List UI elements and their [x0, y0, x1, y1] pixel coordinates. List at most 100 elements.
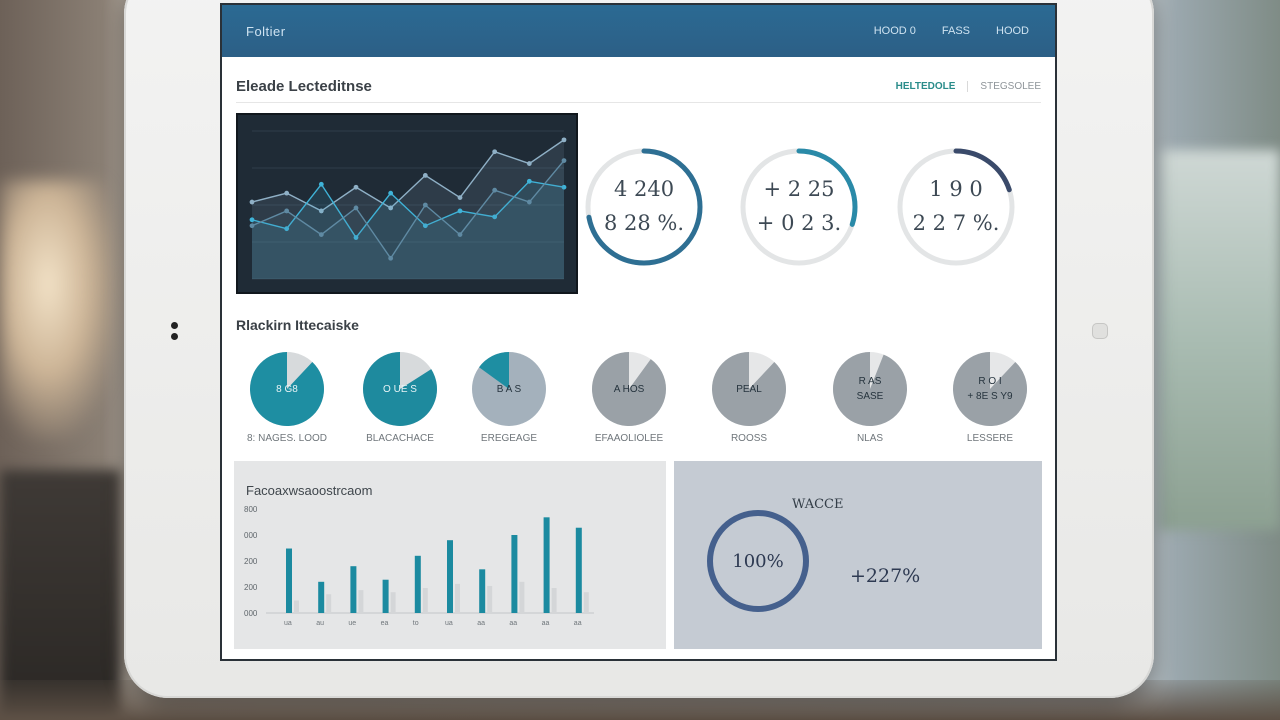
brand-logo[interactable]: Foltier	[246, 23, 286, 39]
breakdown-label-3: EREGEAGE	[480, 433, 538, 444]
line-chart-point	[526, 161, 532, 166]
breakdown-pie-7[interactable]: R O I + 8E S Y9	[950, 349, 1030, 429]
breakdown-pie-value: PEAL	[736, 383, 762, 395]
breakdown-pie-value: R AS	[858, 376, 882, 387]
line-chart-point	[353, 205, 359, 211]
bar-chart-ytick: 000	[244, 531, 258, 540]
bar-chart-bar	[447, 540, 453, 613]
bar-chart-xtick: ue	[348, 620, 356, 627]
tab-active[interactable]: HELTEDOLE	[895, 81, 956, 92]
pie-slice-value	[363, 352, 437, 426]
bar-chart-xtick: aa	[574, 620, 582, 627]
bar-chart-xtick: ua	[284, 620, 292, 627]
line-chart-point	[422, 223, 428, 229]
line-chart-point	[388, 255, 394, 261]
bar-chart-bar	[390, 592, 396, 613]
line-chart-point	[249, 217, 255, 223]
kpi-ring-1-percent: 8 28 %.	[603, 211, 685, 235]
view-tabs: HELTEDOLE STEGSOLEE	[896, 81, 1041, 92]
line-chart-point	[284, 190, 290, 196]
nav-link-1[interactable]: HOOD 0	[873, 25, 916, 37]
bar-chart-ytick: 800	[244, 505, 258, 514]
breakdown-pie-text: A HOS	[589, 349, 669, 429]
bar-chart-bar	[575, 527, 582, 613]
breakdown-label-1: 8: NAGES. LOOD	[246, 433, 328, 444]
breakdown-label-4: EFAAOLIOLEE	[594, 433, 664, 444]
breakdown-pie-sub: + 8E S Y9	[967, 391, 1013, 402]
nav-link-2[interactable]: FASS	[941, 25, 970, 37]
line-chart-point	[561, 158, 567, 163]
breakdown-pie-text: PEAL	[709, 349, 789, 429]
breakdown-pie-value: R O I	[978, 376, 1002, 387]
bar-chart-ytick: 000	[244, 609, 258, 618]
line-chart-point	[249, 199, 255, 205]
kpi-ring-2: + 2 25 + 0 2 3.	[737, 145, 861, 269]
bar-chart-title: Facoaxwsaoostrcaom	[246, 483, 373, 498]
line-chart-point	[388, 190, 394, 196]
bar-chart-bar	[479, 569, 486, 613]
ring-progress-arc	[897, 148, 1015, 266]
line-chart-point	[457, 232, 463, 237]
line-chart-point	[492, 187, 498, 193]
bar-chart: 800 000 200 200 000 ua au ue ea to ua aa aa aa aa	[244, 505, 594, 627]
bar-chart-bar	[350, 566, 357, 613]
bar-chart-bar	[294, 600, 299, 613]
bar-chart-bar	[358, 590, 364, 613]
dashboard-screen: Foltier HOOD 0 FASS HOOD Eleade Lectedit…	[220, 3, 1057, 661]
line-chart-panel	[236, 113, 578, 294]
bar-chart-bar	[543, 517, 550, 613]
bar-chart-xtick: ua	[445, 620, 453, 627]
line-chart-point	[492, 214, 498, 220]
breakdown-pie-value: A HOS	[613, 383, 645, 395]
line-chart-point	[561, 184, 567, 190]
bar-chart-xtick: aa	[509, 620, 517, 627]
kpi-ring-1-value: 4 240	[613, 177, 675, 202]
tab-inactive[interactable]: STEGSOLEE	[967, 81, 1041, 92]
line-chart-point	[353, 235, 359, 240]
breakdown-label-7: LESSERE	[966, 433, 1014, 444]
bar-chart-bar	[326, 594, 332, 613]
background-window	[1160, 150, 1280, 530]
nav-link-3[interactable]: HOOD	[996, 25, 1029, 37]
bar-chart-panel: Facoaxwsaoostrcaom 800 000 200 200 000 ua au ue…	[234, 461, 666, 649]
breakdown-pie-1[interactable]: 8 G8	[247, 349, 327, 429]
bar-chart-xtick: to	[413, 620, 419, 627]
page-title: Eleade Lecteditnse	[236, 78, 372, 95]
line-chart	[238, 115, 576, 292]
summary-ring	[707, 510, 809, 612]
home-button[interactable]	[1092, 323, 1108, 339]
bar-chart-bar	[286, 548, 292, 613]
bar-chart-bar	[455, 583, 460, 613]
bar-chart-xtick: ea	[381, 620, 389, 627]
kpi-ring-2-percent: + 0 2 3.	[756, 211, 842, 235]
bar-chart-bar	[422, 588, 428, 613]
line-chart-point	[422, 202, 428, 208]
bar-chart-xtick: aa	[477, 620, 485, 627]
breakdown-label-2: BLACACHACE	[366, 433, 434, 444]
breakdown-pie-text: 8 G8	[247, 349, 327, 429]
line-chart-point	[457, 208, 463, 214]
line-chart-point	[318, 208, 324, 214]
line-chart-point	[353, 184, 359, 190]
breakdown-pie-5[interactable]: PEAL	[709, 349, 789, 429]
bar-chart-bar	[487, 585, 493, 613]
bar-chart-xtick: au	[316, 620, 324, 627]
pie-slice-value	[712, 352, 786, 426]
bar-chart-ytick: 200	[244, 583, 258, 592]
top-navigation-bar: Foltier HOOD 0 FASS HOOD	[222, 5, 1055, 57]
line-chart-point	[284, 226, 290, 232]
breakdown-pie-text: R O I + 8E S Y9	[950, 349, 1030, 429]
pie-slice-value	[250, 352, 324, 426]
line-chart-point	[492, 149, 498, 155]
breakdown-title: Rlackirn Ittecaiske	[236, 317, 359, 333]
breakdown-pie-text: R AS SASE	[830, 349, 910, 429]
breakdown-pie-value: B A S	[496, 383, 522, 395]
breakdown-pie-6[interactable]: R AS SASE	[830, 349, 910, 429]
line-chart-point	[561, 137, 567, 143]
line-chart-point	[318, 181, 324, 187]
breakdown-pie-4[interactable]: A HOS	[589, 349, 669, 429]
line-chart-series	[251, 160, 565, 260]
breakdown-pie-3[interactable]: B A S	[469, 349, 549, 429]
breakdown-pie-2[interactable]: O UE S	[360, 349, 440, 429]
breakdown-pie-value: 8 G8	[276, 383, 298, 395]
